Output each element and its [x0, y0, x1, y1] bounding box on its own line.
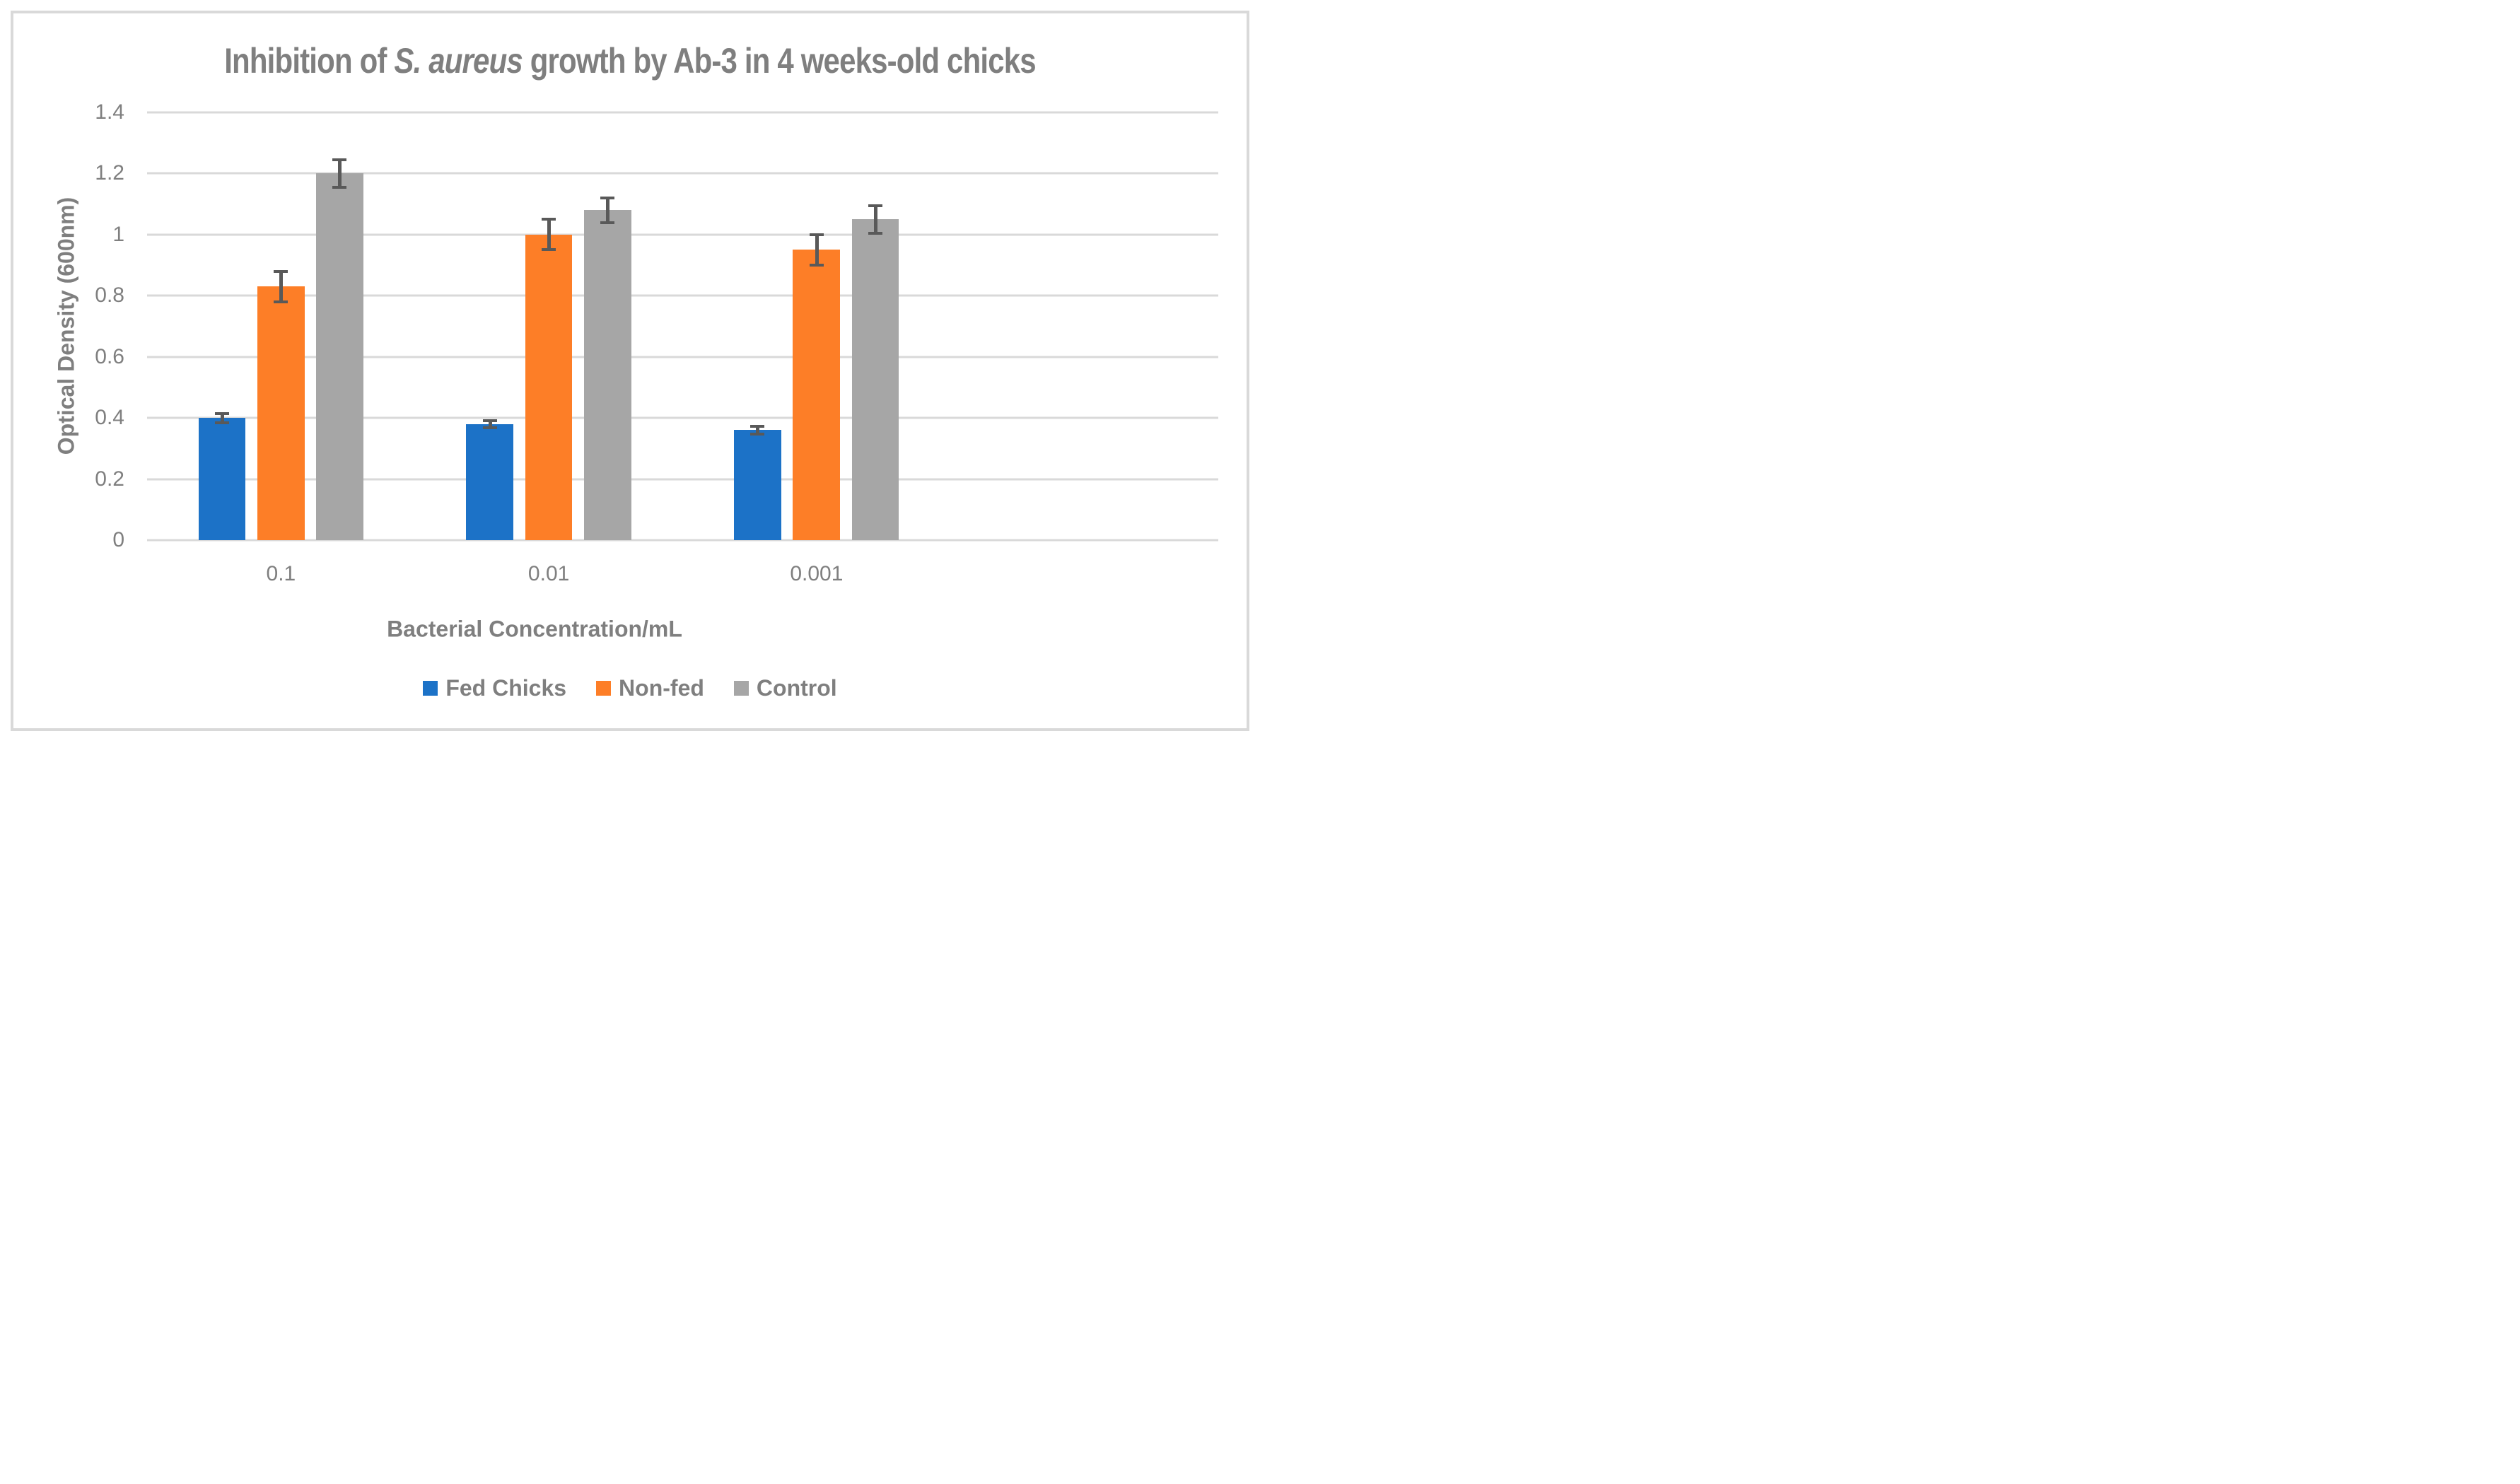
y-tick-label: 1.4 [95, 100, 124, 124]
error-bar-cap-top [482, 419, 497, 422]
error-bar-cap-top [750, 425, 765, 428]
error-bar-cap-bottom [332, 185, 347, 189]
chart-title-pre: Inhibition of [224, 41, 395, 81]
error-bar-cap-bottom [214, 421, 229, 424]
legend-label: Non-fed [619, 675, 704, 701]
gridline [147, 111, 1218, 114]
error-bar-cap-top [214, 411, 229, 415]
bar-fed-chicks [734, 430, 781, 540]
bar-non-fed [257, 286, 305, 540]
error-bar-cap-bottom [482, 426, 497, 429]
legend-item: Control [733, 675, 837, 701]
chart-title-post: growth by Ab-3 in 4 weeks-old chicks [522, 41, 1037, 81]
legend-item: Non-fed [596, 677, 704, 699]
gridline [147, 172, 1218, 175]
plot-area [147, 111, 1218, 542]
error-bar-cap-bottom [274, 300, 288, 303]
error-bar-cap-top [809, 233, 824, 236]
y-axis-tick-labels: 0 0.2 0.4 0.6 0.8 1 1.2 1.4 [0, 102, 124, 551]
error-bar-line [279, 271, 284, 302]
error-bar-cap-top [868, 204, 882, 207]
bar-control [316, 173, 363, 540]
y-tick-label: 0 [112, 528, 124, 551]
gridline [147, 416, 1218, 419]
gridline [147, 356, 1218, 358]
x-tick-label: 0.01 [527, 562, 570, 585]
error-bar-line [488, 420, 492, 428]
gridline [147, 294, 1218, 297]
chart-title: Inhibition of S. aureus growth by Ab-3 i… [101, 40, 1160, 81]
error-bar-cap-top [274, 269, 288, 273]
gridline [147, 539, 1218, 542]
y-tick-label: 0.6 [95, 344, 124, 368]
error-bar-cap-top [600, 197, 615, 199]
gridline [147, 478, 1218, 481]
error-bar-line [815, 234, 819, 266]
bar-fed-chicks [466, 423, 514, 540]
bar-control [583, 210, 631, 540]
legend-swatch [596, 680, 612, 696]
error-bar-line [873, 205, 877, 233]
x-axis-tick-labels: 0.1 0.01 0.001 [147, 563, 1218, 595]
chart-title-italic: S. aureus [394, 41, 523, 81]
error-bar-line [756, 426, 760, 434]
x-tick-label: 0.001 [790, 562, 844, 585]
error-bar-line [220, 413, 224, 423]
bar-control [851, 219, 899, 540]
legend-label: Control [756, 675, 837, 701]
legend-item: Fed Chicks [423, 677, 566, 699]
legend-swatch [733, 680, 749, 696]
bar-non-fed [793, 250, 841, 540]
error-bar-line [338, 159, 342, 187]
x-tick-label: 0.1 [266, 562, 296, 585]
y-tick-label: 1.2 [95, 161, 124, 185]
bar-fed-chicks [198, 418, 246, 540]
error-bar-cap-bottom [750, 432, 765, 436]
error-bar-line [606, 198, 610, 223]
bar-non-fed [525, 234, 573, 540]
error-bar-cap-bottom [868, 231, 882, 235]
y-tick-label: 0.2 [95, 467, 124, 491]
gridline [147, 233, 1218, 236]
x-axis-title: Bacterial Concentration/mL [387, 616, 682, 642]
legend-label: Fed Chicks [445, 675, 567, 701]
y-tick-label: 1 [112, 222, 124, 246]
error-bar-cap-bottom [541, 248, 556, 252]
error-bar-cap-top [332, 158, 347, 161]
error-bar-cap-bottom [809, 264, 824, 267]
error-bar-cap-bottom [600, 221, 615, 224]
legend-swatch [423, 680, 438, 696]
chart-container: Inhibition of S. aureus growth by Ab-3 i… [0, 0, 1260, 742]
error-bar-cap-top [541, 218, 556, 221]
y-tick-label: 0.8 [95, 284, 124, 308]
y-tick-label: 0.4 [95, 406, 124, 430]
error-bar-line [547, 219, 551, 250]
legend: Fed Chicks Non-fed Control [0, 677, 1260, 699]
